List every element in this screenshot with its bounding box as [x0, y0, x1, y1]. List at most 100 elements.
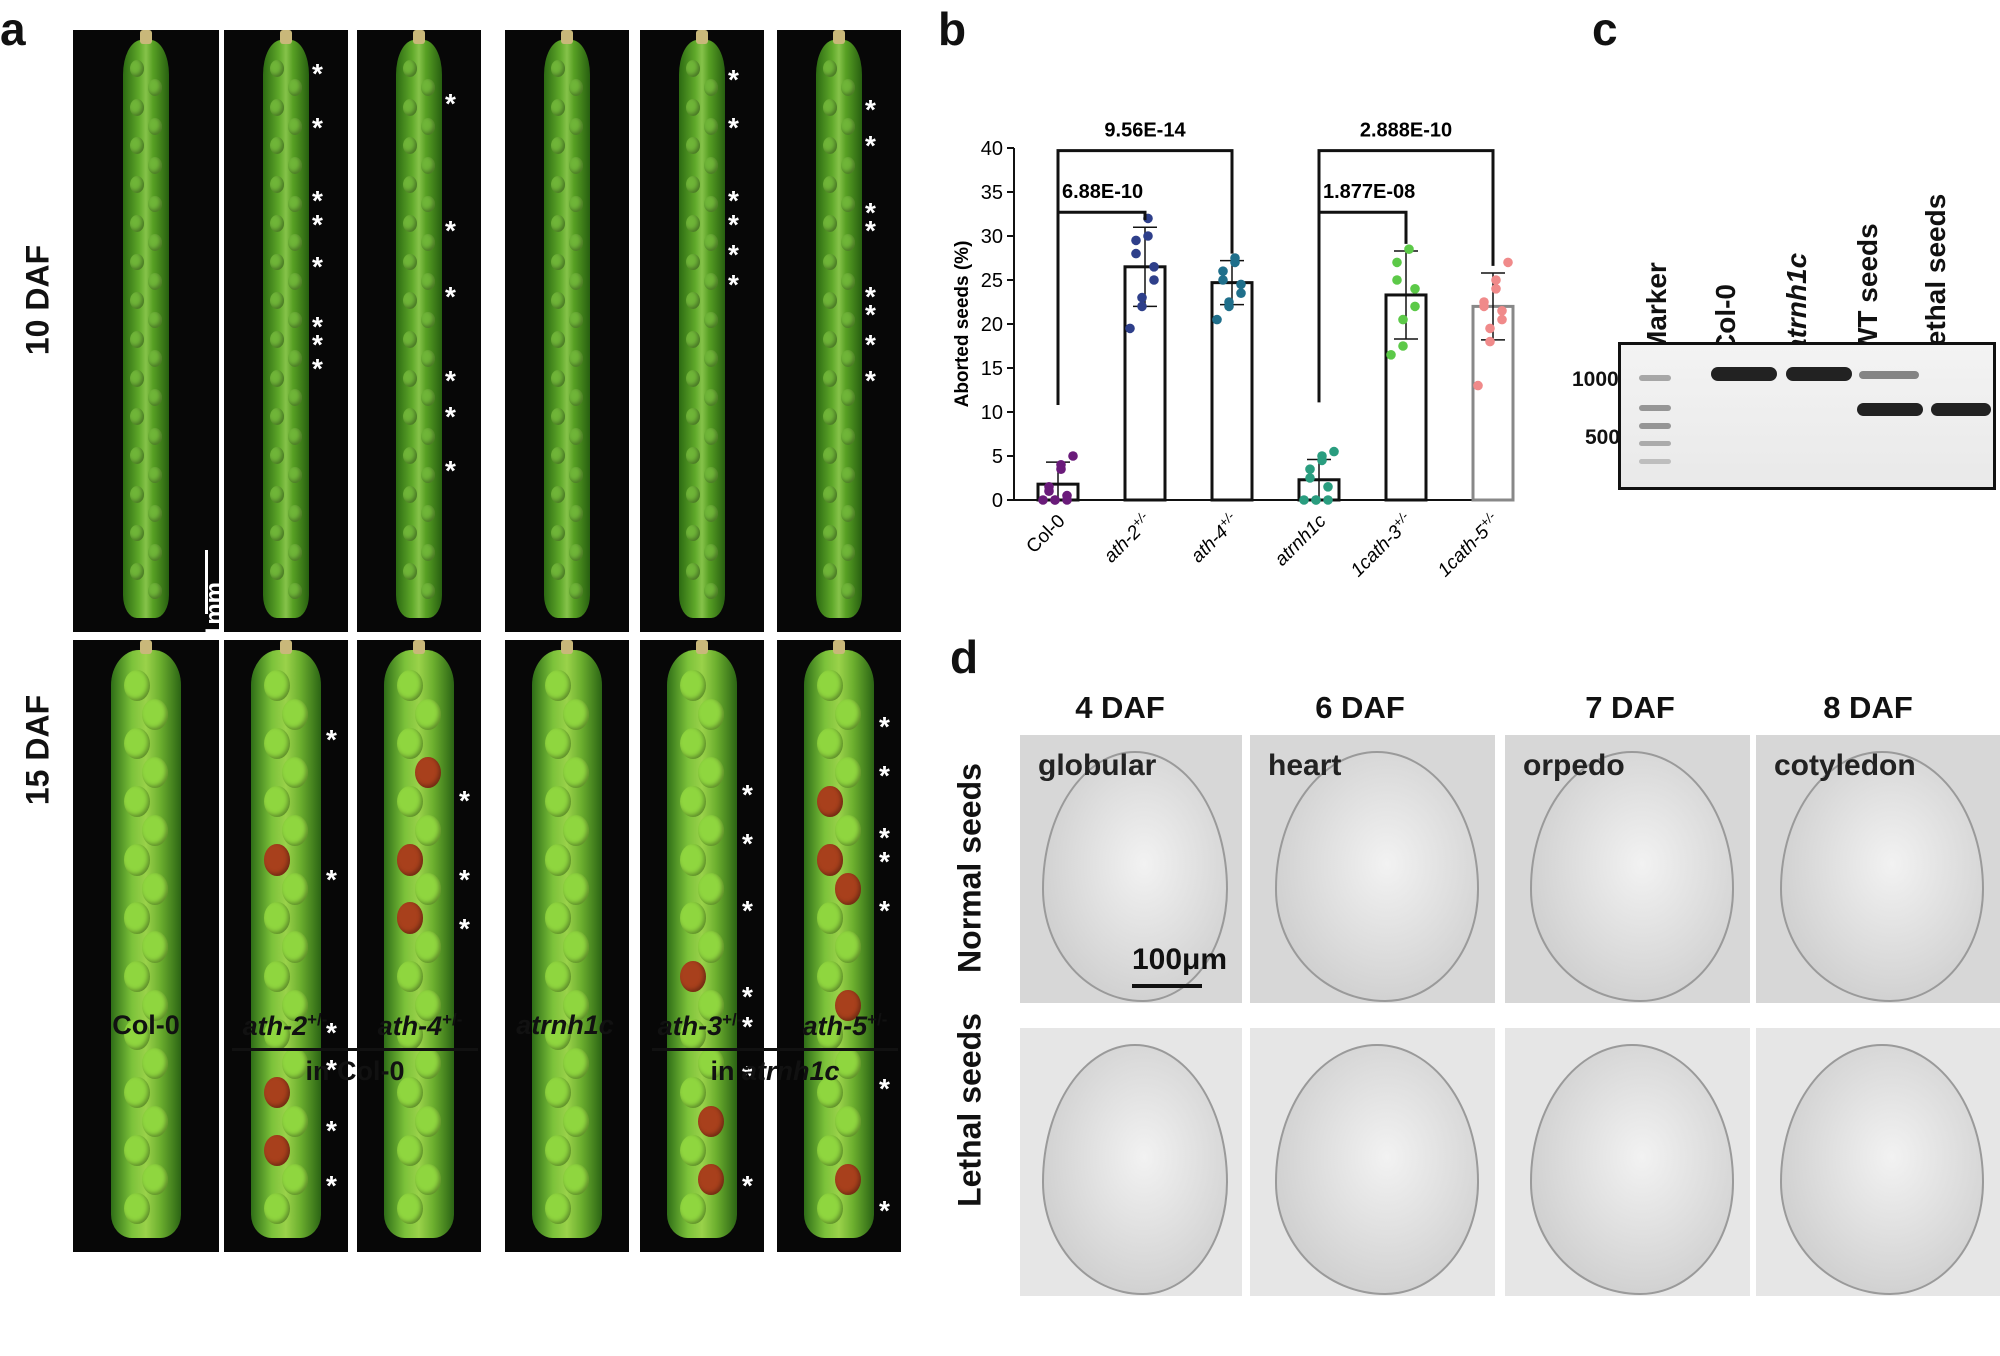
- seed: [142, 699, 168, 731]
- seed: [686, 176, 700, 193]
- seed: [130, 524, 144, 542]
- seed: [551, 98, 565, 116]
- seed: [569, 195, 583, 213]
- seed: [270, 369, 284, 387]
- seed: [270, 292, 284, 310]
- seed: [680, 1134, 706, 1167]
- seed: [704, 272, 718, 290]
- seed: [841, 427, 855, 445]
- panel-c-letter: c: [1592, 3, 1618, 55]
- seed: [569, 582, 583, 600]
- marker-band: [1639, 375, 1671, 381]
- genotype-label-ath3: ath-3+/-: [657, 1010, 743, 1041]
- seed: [403, 485, 417, 503]
- data-point: [1044, 482, 1054, 492]
- embryo-stage-label: orpedo: [1523, 749, 1625, 782]
- aborted-seed-asterisk: *: [865, 214, 876, 246]
- aborted-seed-asterisk: *: [312, 58, 323, 90]
- seed: [148, 350, 162, 368]
- seed: [704, 118, 718, 135]
- seed: [415, 1163, 441, 1196]
- seed: [680, 960, 706, 992]
- seed: [124, 1134, 150, 1167]
- stage-header-8daf: 8 DAF: [1823, 690, 1913, 725]
- seed: [680, 1192, 706, 1225]
- lane-label-atrnh1c: atrnh1c: [1781, 252, 1812, 354]
- seed: [823, 137, 837, 155]
- seed: [841, 272, 855, 290]
- seed: [124, 728, 150, 760]
- seed: [282, 989, 308, 1021]
- seed: [686, 408, 700, 426]
- seed: [545, 960, 571, 992]
- data-point: [1410, 301, 1420, 312]
- silique-tip: [696, 640, 708, 654]
- seed: [841, 466, 855, 484]
- seed: [680, 1076, 706, 1108]
- seed: [823, 408, 837, 426]
- seed: [130, 447, 144, 464]
- silique-tip: [696, 30, 708, 44]
- seed: [569, 350, 583, 368]
- data-point: [1131, 248, 1141, 259]
- x-tick-label: ath-2+/-: [1098, 508, 1157, 567]
- aborted-seed-asterisk: *: [312, 184, 323, 216]
- seed: [421, 505, 435, 522]
- seed: [563, 873, 589, 905]
- seed: [415, 1047, 441, 1079]
- silique-photo: * * * * * * *: [640, 640, 764, 1252]
- seed: [403, 524, 417, 542]
- aborted-seed-asterisk: *: [865, 196, 876, 228]
- seed: [282, 931, 308, 963]
- seed: [130, 563, 144, 581]
- seed: [835, 873, 861, 905]
- data-point: [1386, 350, 1396, 360]
- data-point: [1317, 451, 1327, 461]
- seed: [403, 137, 417, 155]
- seed: [569, 427, 583, 445]
- y-tick-label: 40: [981, 138, 1003, 160]
- seed: [686, 524, 700, 542]
- aborted-seed-asterisk: *: [742, 895, 753, 927]
- seed: [680, 1018, 706, 1050]
- seed: [130, 253, 144, 271]
- normal-seed-micrograph: orpedo: [1505, 735, 1750, 1003]
- group-label-in-col0: in Col-0: [305, 1056, 405, 1086]
- aborted-seed-asterisk: *: [728, 268, 739, 300]
- seed: [288, 272, 302, 290]
- lane-label-lethal-seeds: lethal seeds: [1920, 193, 1951, 354]
- seed: [415, 757, 441, 789]
- seed: [698, 989, 724, 1021]
- seed: [698, 1105, 724, 1137]
- seed: [397, 1134, 423, 1167]
- lane-label-wt-seeds: WT seeds: [1852, 223, 1883, 354]
- data-point: [1056, 460, 1066, 470]
- seed: [148, 389, 162, 406]
- silique-tip: [280, 640, 292, 654]
- seed: [835, 757, 861, 789]
- seed: [403, 408, 417, 426]
- seed: [148, 543, 162, 561]
- seed: [415, 815, 441, 847]
- seed: [130, 214, 144, 232]
- row-label-10daf: 10 DAF: [19, 244, 56, 356]
- genotype-label-ath5: ath-5+/-: [802, 1010, 888, 1041]
- seed: [142, 815, 168, 847]
- seed-outline: [1042, 751, 1229, 1002]
- seed: [545, 844, 571, 876]
- seed: [270, 253, 284, 271]
- seed: [545, 786, 571, 818]
- seed: [148, 466, 162, 484]
- seed: [130, 408, 144, 426]
- aborted-seed-asterisk: *: [879, 711, 890, 743]
- silique-tip: [561, 640, 573, 654]
- micro-scale-bar: [1132, 984, 1202, 988]
- aborted-seed-asterisk: *: [312, 250, 323, 282]
- seed: [148, 234, 162, 251]
- aborted-seed-asterisk: *: [459, 784, 470, 816]
- seed: [551, 524, 565, 542]
- genotype-label-col0: Col-0: [112, 1010, 180, 1040]
- seed: [817, 786, 843, 818]
- row-label-lethal-seeds: Lethal seeds: [951, 1013, 988, 1207]
- seed: [264, 844, 290, 876]
